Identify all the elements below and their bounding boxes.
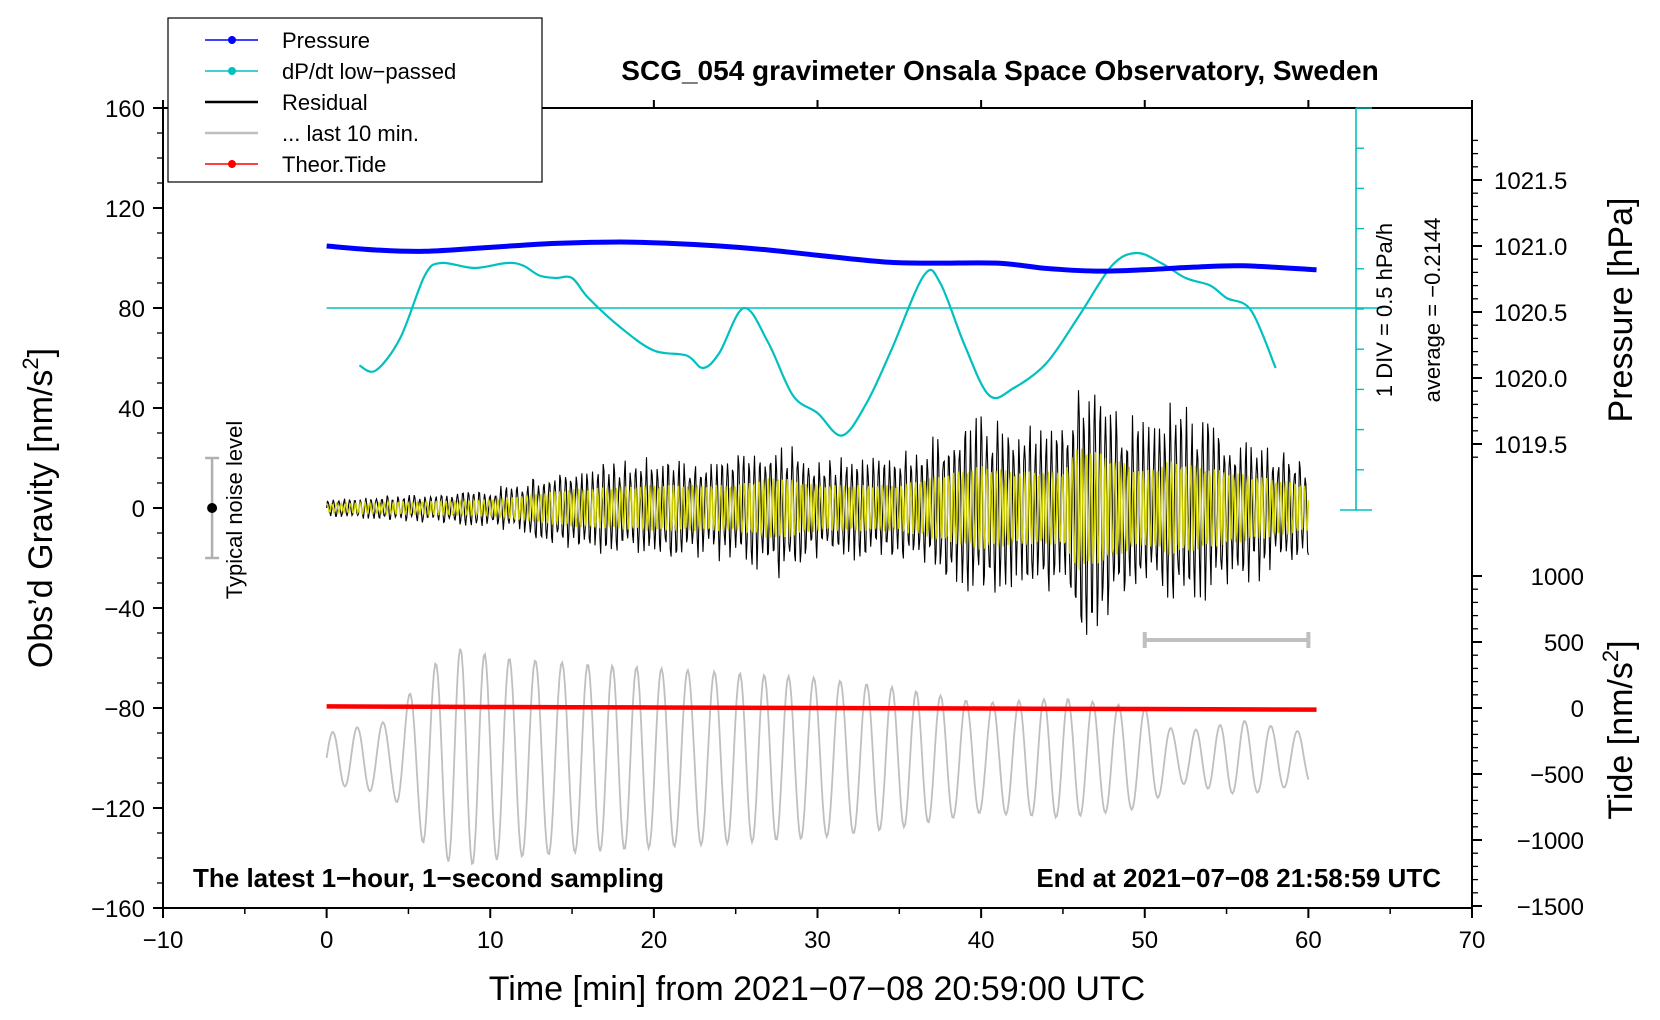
legend: Pressure dP/dt low−passed Residual ... last… [167, 17, 543, 183]
series-theor-tide [326, 704, 1317, 712]
tide-axis-label-end: ] [1602, 640, 1640, 649]
legend-marker [228, 36, 236, 44]
x-tick-label: 30 [804, 927, 831, 954]
pressure-tick-label: 1019.5 [1494, 432, 1567, 459]
legend-label: Theor.Tide [282, 152, 386, 177]
y-tick-label: 160 [105, 96, 145, 123]
x-tick-label: 10 [477, 927, 504, 954]
pressure-tick-label: 1021.5 [1494, 168, 1567, 195]
series-dpdt [358, 251, 1277, 437]
pressure-axis-ticks: 1021.5 1021.0 1020.5 1020.0 1019.5 [1472, 139, 1567, 459]
legend-label: Residual [282, 90, 368, 115]
x-tick-label: −10 [143, 927, 184, 954]
tide-axis-label-main: Tide [nm/s [1602, 662, 1640, 819]
x-axis-ticks: −10 0 10 20 30 40 50 60 70 [143, 100, 1486, 954]
legend-marker [228, 67, 236, 75]
y-tick-label: −160 [91, 896, 145, 923]
tide-tick-label: 0 [1571, 696, 1584, 723]
tide-tick-label: 500 [1544, 630, 1584, 657]
footer-right-note: End at 2021−07−08 21:58:59 UTC [1036, 863, 1441, 893]
y-tick-label: 0 [132, 496, 145, 523]
last-10-min-bracket [1142, 632, 1311, 648]
legend-item: dP/dt low−passed [205, 59, 456, 84]
pressure-tick-label: 1020.5 [1494, 300, 1567, 327]
y-tick-label: −40 [104, 596, 145, 623]
legend-marker [228, 160, 236, 168]
dpdt-scale-label: 1 DIV = 0.5 hPa/h [1372, 223, 1397, 397]
series-pressure [326, 239, 1317, 274]
legend-box [167, 17, 543, 183]
tide-axis-label-sup: 2 [1598, 650, 1623, 662]
noise-level-indicator [205, 456, 220, 560]
pressure-tick-label: 1021.0 [1494, 234, 1567, 261]
y-tick-label: 40 [118, 396, 145, 423]
tide-tick-label: 1000 [1531, 564, 1584, 591]
y-axis-label-left-sup: 2 [18, 357, 43, 369]
tide-axis-ticks: 1000 500 0 −500 −1000 −1500 [1472, 564, 1584, 921]
y-axis-label-left: Obs’d Gravity [nm/s2] [18, 348, 60, 668]
tide-axis-label: Tide [nm/s2] [1598, 640, 1640, 819]
chart-title: SCG_054 gravimeter Onsala Space Observat… [621, 55, 1378, 86]
series-last-10-min [325, 648, 1310, 866]
legend-label: dP/dt low−passed [282, 59, 456, 84]
dpdt-scale-bar [326, 107, 1383, 511]
noise-level-label: Typical noise level [222, 421, 247, 600]
series-residual-filtered [326, 448, 1310, 570]
y-axis-label-left-main: Obs’d Gravity [nm/s [22, 370, 60, 669]
dpdt-average-label: average = −0.2144 [1420, 218, 1445, 403]
x-tick-label: 40 [968, 927, 995, 954]
legend-item: Pressure [205, 28, 370, 53]
y-tick-label: 80 [118, 296, 145, 323]
footer-left-note: The latest 1−hour, 1−second sampling [193, 863, 664, 893]
y-axis-ticks-left: 160 120 80 40 0 −40 −80 −120 −160 [91, 96, 163, 923]
y-tick-label: 120 [105, 196, 145, 223]
x-tick-label: 70 [1459, 927, 1486, 954]
legend-item: Theor.Tide [205, 152, 386, 177]
legend-item: ... last 10 min. [205, 121, 419, 146]
x-tick-label: 60 [1295, 927, 1322, 954]
legend-label: Pressure [282, 28, 370, 53]
y-axis-label-left-end: ] [22, 348, 60, 357]
legend-items: Pressure dP/dt low−passed Residual ... last… [205, 28, 456, 177]
pressure-axis-label: Pressure [hPa] [1602, 198, 1640, 423]
y-tick-label: −80 [104, 696, 145, 723]
pressure-tick-label: 1020.0 [1494, 366, 1567, 393]
series-layer [325, 239, 1317, 866]
x-axis-label: Time [min] from 2021−07−08 20:59:00 UTC [489, 970, 1145, 1008]
x-tick-label: 50 [1131, 927, 1158, 954]
y-tick-label: −120 [91, 796, 145, 823]
x-tick-label: 0 [320, 927, 333, 954]
legend-item: Residual [205, 90, 368, 115]
tide-tick-label: −1000 [1517, 828, 1584, 855]
legend-label: ... last 10 min. [282, 121, 419, 146]
tide-tick-label: −500 [1530, 762, 1584, 789]
x-tick-label: 20 [641, 927, 668, 954]
tide-tick-label: −1500 [1517, 894, 1584, 921]
noise-center-dot [207, 503, 218, 513]
